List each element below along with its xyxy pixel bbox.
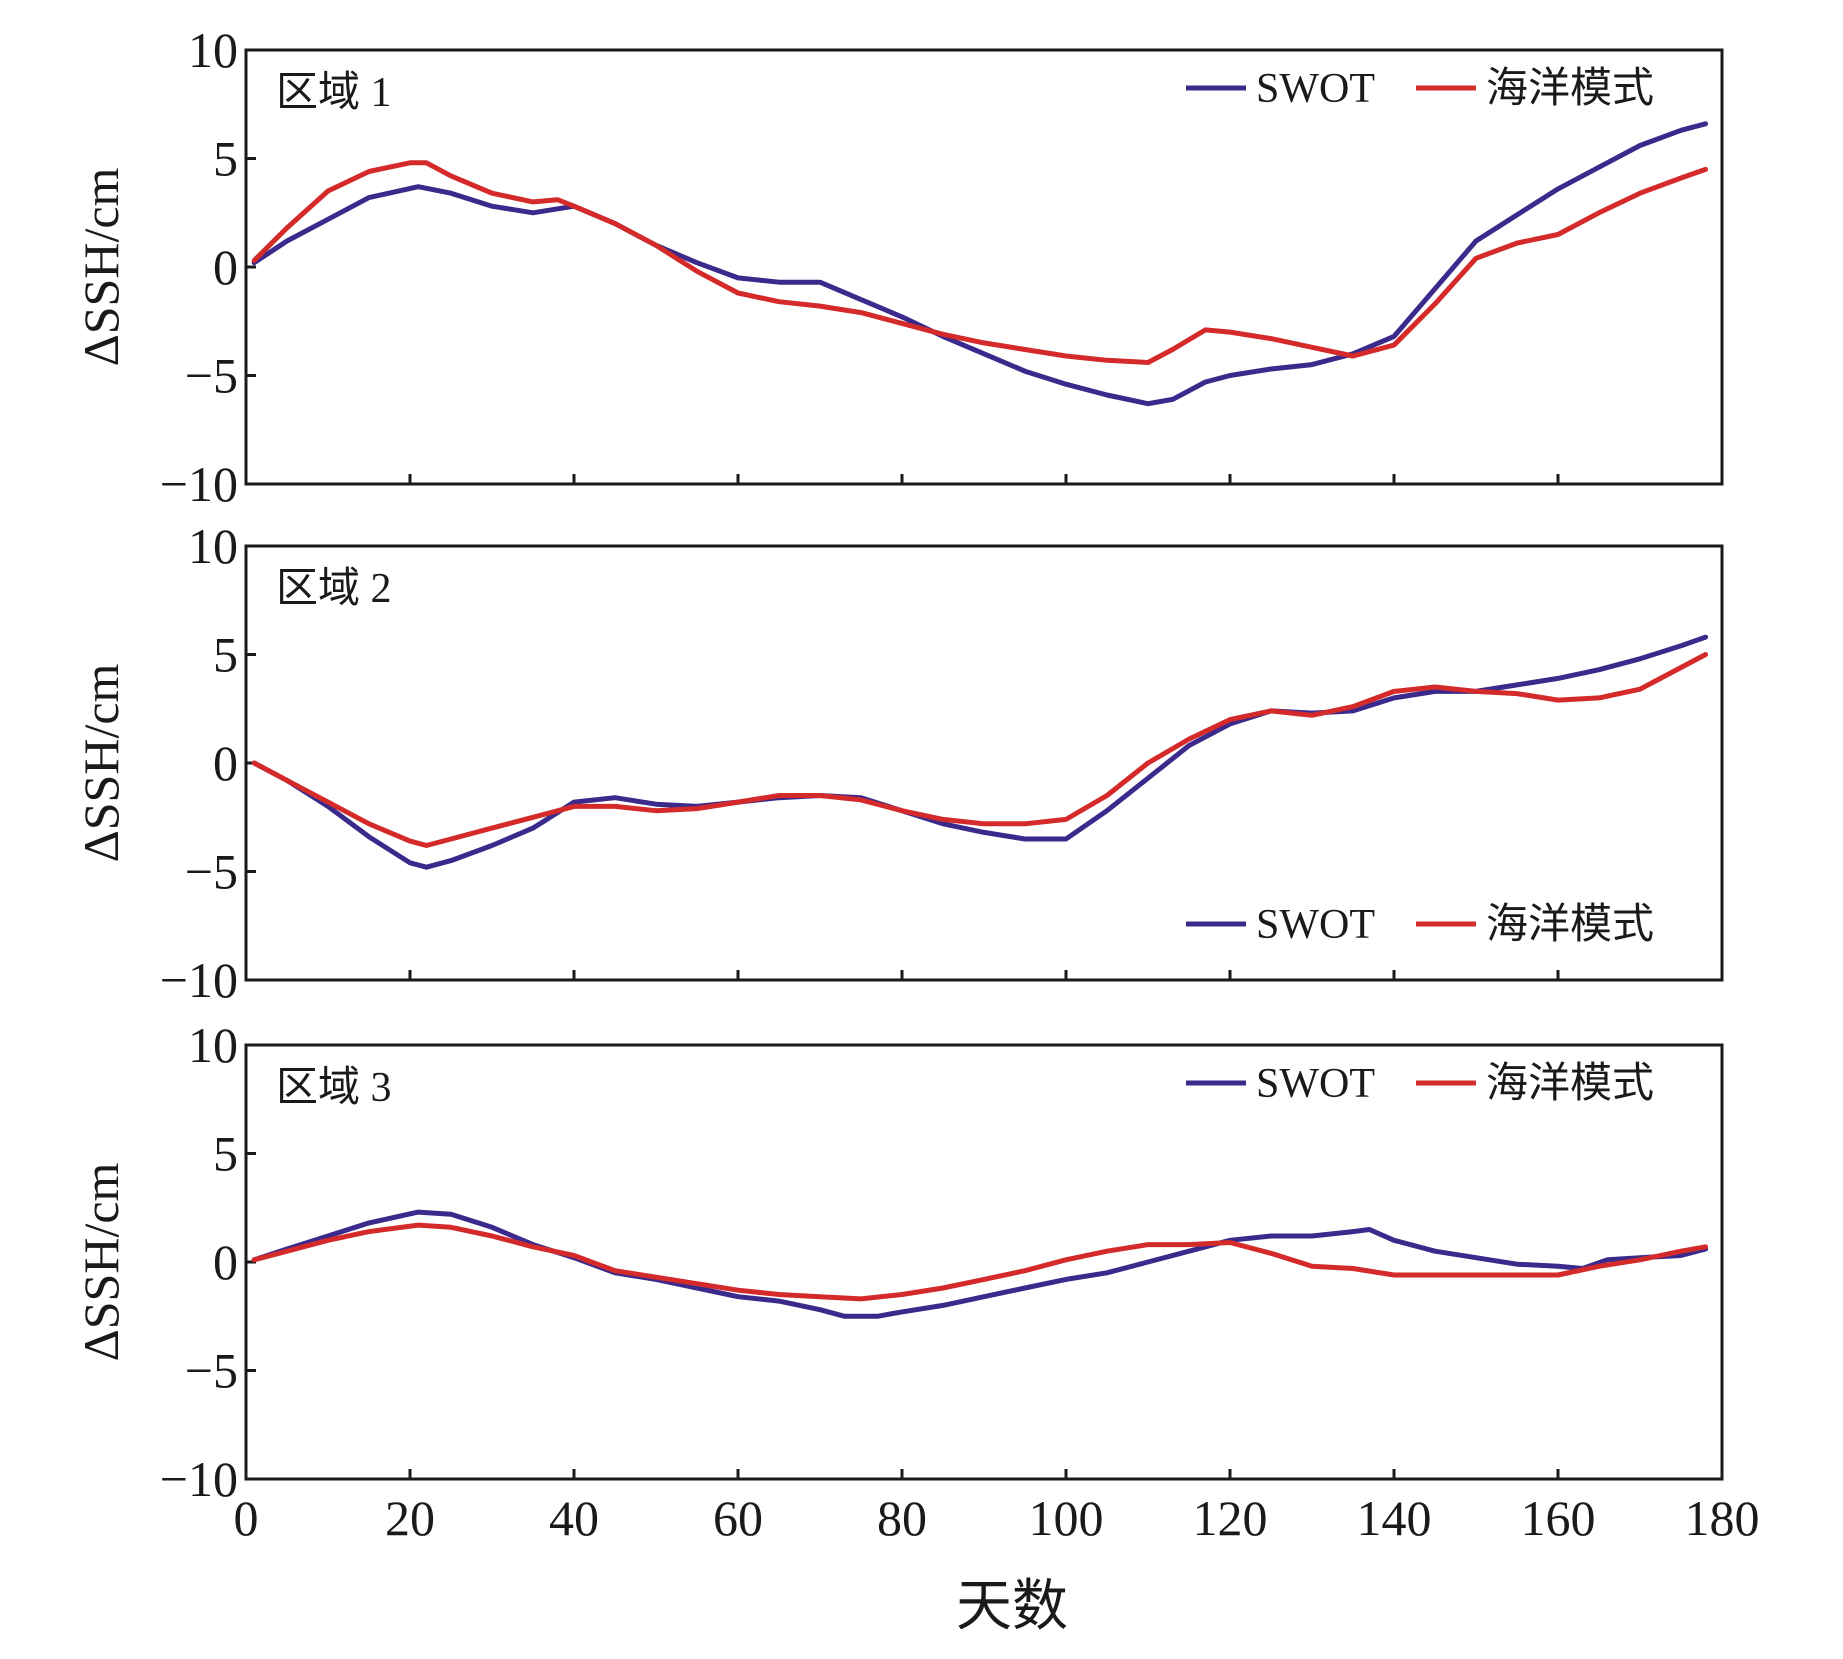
x-axis-title: 天数 <box>956 1576 1068 1638</box>
plot-frame <box>244 48 1724 486</box>
panel-2: −10 −5 0 5 10 ΔSSH/cm 区域 2 SWOT 海洋模式 <box>73 518 1724 1008</box>
legend: SWOT 海洋模式 <box>1186 902 1654 948</box>
y-tick-label: 5 <box>213 1126 238 1182</box>
panel-title: 区域 1 <box>276 70 392 116</box>
panel-3: 0 20 40 60 80 100 120 140 160 180 −10 −5 0 5 10 ΔSSH/cm… <box>73 1017 1760 1546</box>
legend-label: 海洋模式 <box>1486 902 1654 948</box>
legend-label: 海洋模式 <box>1486 66 1654 112</box>
x-tick-label: 60 <box>713 1490 763 1546</box>
legend: SWOT 海洋模式 <box>1186 1061 1654 1107</box>
x-tick-label: 140 <box>1357 1490 1432 1546</box>
y-tick-label: 0 <box>213 735 238 791</box>
panel-title: 区域 2 <box>276 566 392 612</box>
series-line-ocean-model <box>251 1222 1709 1302</box>
y-tick-label: 10 <box>188 518 238 574</box>
y-tick-label: 5 <box>213 627 238 683</box>
series-line-ocean-model <box>251 160 1709 365</box>
y-axis-title: ΔSSH/cm <box>73 167 129 366</box>
y-tick-label: −10 <box>160 1451 238 1507</box>
y-tick-label: −5 <box>185 844 238 900</box>
x-tick-label: 120 <box>1193 1490 1268 1546</box>
legend-label: SWOT <box>1256 1061 1375 1107</box>
x-tick-label: 180 <box>1685 1490 1760 1546</box>
x-tick-label: 100 <box>1029 1490 1104 1546</box>
legend-label: SWOT <box>1256 902 1375 948</box>
y-axis-title: ΔSSH/cm <box>73 663 129 862</box>
y-tick-label: 5 <box>213 131 238 187</box>
y-axis-title: ΔSSH/cm <box>73 1162 129 1361</box>
y-tick-label: 10 <box>188 22 238 78</box>
y-tick-label: 0 <box>213 1234 238 1290</box>
series-line-swot <box>251 1209 1709 1319</box>
legend: SWOT 海洋模式 <box>1186 66 1654 112</box>
panel-1: −10 −5 0 5 10 ΔSSH/cm 区域 1 SWOT 海洋模式 <box>73 22 1724 512</box>
panel-title: 区域 3 <box>276 1065 392 1111</box>
x-tick-label: 80 <box>877 1490 927 1546</box>
y-tick-label: 0 <box>213 239 238 295</box>
y-tick-label: −5 <box>185 348 238 404</box>
y-tick-label: −5 <box>185 1343 238 1399</box>
x-tick-label: 20 <box>385 1490 435 1546</box>
legend-label: 海洋模式 <box>1486 1061 1654 1107</box>
series-line-ocean-model <box>251 652 1709 848</box>
x-tick-label: 160 <box>1521 1490 1596 1546</box>
y-tick-label: 10 <box>188 1017 238 1073</box>
x-tick-label: 0 <box>234 1490 259 1546</box>
y-tick-label: −10 <box>160 456 238 512</box>
y-tick-label: −10 <box>160 952 238 1008</box>
series-line-swot <box>251 121 1709 407</box>
x-tick-label: 40 <box>549 1490 599 1546</box>
legend-label: SWOT <box>1256 66 1375 112</box>
